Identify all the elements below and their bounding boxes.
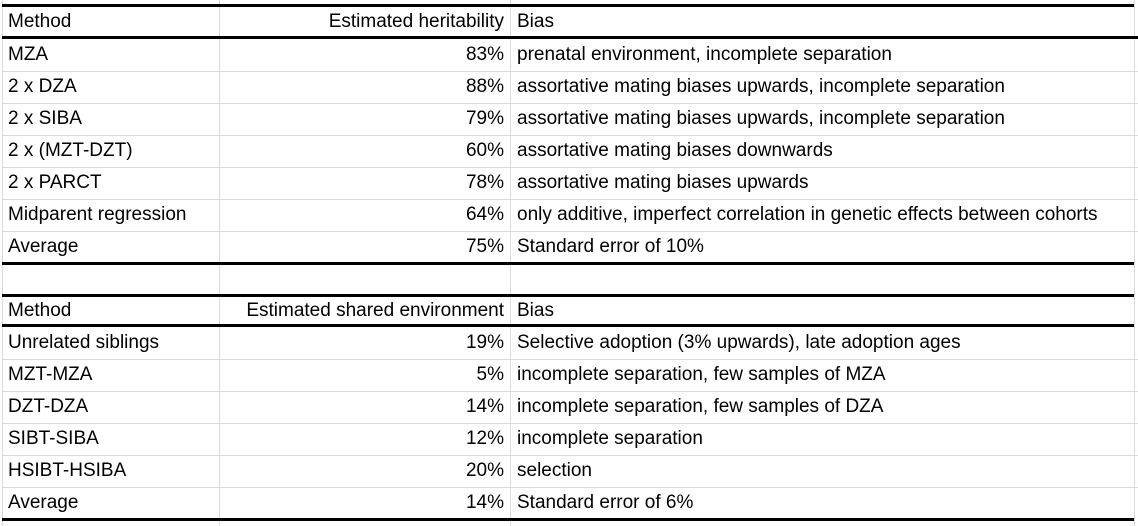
method-header-cell[interactable]: Method [8,300,72,321]
gridline-horizontal [2,135,1138,136]
gridline-vertical [1134,0,1135,526]
heritability-row: 2 x DZA 88% assortative mating biases up… [0,71,1138,103]
heritability-value-cell[interactable]: 83% [465,44,504,65]
method-cell[interactable]: MZA [8,44,49,65]
shared-env-row: Unrelated siblings 19% Selective adoptio… [0,327,1138,359]
shared-env-row: MZT-MZA 5% incomplete separation, few sa… [0,359,1138,391]
heritability-value-header-cell[interactable]: Estimated heritability [328,11,504,32]
table1-bottom-border [2,262,1134,265]
shared-env-row: HSIBT-HSIBA 20% selection [0,455,1138,487]
gridline-horizontal [2,391,1138,392]
shared-env-average-row: Average 14% Standard error of 6% [0,487,1138,518]
bias-cell[interactable]: assortative mating biases upwards, incom… [517,108,1005,129]
table2-bottom-border [2,518,1134,521]
gridline-horizontal [2,71,1138,72]
method-cell[interactable]: Average [8,492,79,513]
shared-env-value-cell[interactable]: 5% [476,364,504,385]
heritability-value-cell[interactable]: 78% [465,172,504,193]
heritability-row: MZA 83% prenatal environment, incomplete… [0,39,1138,71]
gridline-horizontal [2,455,1138,456]
table1-header-border [2,36,1138,39]
shared-env-value-cell[interactable]: 14% [465,396,504,417]
gridline-horizontal [2,103,1138,104]
heritability-row: 2 x (MZT-DZT) 60% assortative mating bia… [0,135,1138,167]
method-cell[interactable]: 2 x SIBA [8,108,82,129]
shared-env-value-header-cell[interactable]: Estimated shared environment [246,300,504,321]
heritability-value-cell[interactable]: 79% [465,108,504,129]
bias-cell[interactable]: Standard error of 10% [517,236,704,257]
shared-env-value-cell[interactable]: 19% [465,332,504,353]
method-cell[interactable]: 2 x (MZT-DZT) [8,140,133,161]
shared-env-value-cell[interactable]: 20% [465,460,504,481]
method-cell[interactable]: Midparent regression [8,204,187,225]
bias-cell[interactable]: only additive, imperfect correlation in … [517,204,1098,225]
method-cell[interactable]: HSIBT-HSIBA [8,460,127,481]
heritability-header-row: Method Estimated heritability Bias [0,7,1138,36]
gridline-horizontal [2,359,1138,360]
heritability-value-cell[interactable]: 88% [465,76,504,97]
gridline-horizontal [2,199,1138,200]
gridline-horizontal [2,231,1138,232]
heritability-row: 2 x SIBA 79% assortative mating biases u… [0,103,1138,135]
method-cell[interactable]: Average [8,236,79,257]
gridline-horizontal [2,487,1138,488]
method-cell[interactable]: 2 x DZA [8,76,77,97]
shared-env-row: DZT-DZA 14% incomplete separation, few s… [0,391,1138,423]
bias-header-cell[interactable]: Bias [517,11,554,32]
bias-cell[interactable]: assortative mating biases downwards [517,140,833,161]
method-cell[interactable]: DZT-DZA [8,396,89,417]
gridline-horizontal [2,423,1138,424]
bias-cell[interactable]: incomplete separation, few samples of DZ… [517,396,884,417]
table1-top-border [2,4,1134,7]
method-cell[interactable]: SIBT-SIBA [8,428,99,449]
heritability-average-row: Average 75% Standard error of 10% [0,231,1138,262]
shared-env-value-cell[interactable]: 12% [465,428,504,449]
bias-cell[interactable]: Standard error of 6% [517,492,694,513]
method-cell[interactable]: MZT-MZA [8,364,93,385]
shared-env-header-row: Method Estimated shared environment Bias [0,297,1138,324]
shared-env-row: SIBT-SIBA 12% incomplete separation [0,423,1138,455]
bias-header-cell[interactable]: Bias [517,300,554,321]
method-cell[interactable]: 2 x PARCT [8,172,102,193]
heritability-value-cell[interactable]: 64% [465,204,504,225]
bias-cell[interactable]: Selective adoption (3% upwards), late ad… [517,332,961,353]
heritability-value-cell[interactable]: 75% [465,236,504,257]
bias-cell[interactable]: incomplete separation, few samples of MZ… [517,364,886,385]
table2-top-border [2,294,1134,297]
heritability-row: 2 x PARCT 78% assortative mating biases … [0,167,1138,199]
table2-header-border [2,324,1134,327]
method-cell[interactable]: Unrelated siblings [8,332,160,353]
bias-cell[interactable]: assortative mating biases upwards [517,172,809,193]
bias-cell[interactable]: assortative mating biases upwards, incom… [517,76,1005,97]
heritability-value-cell[interactable]: 60% [465,140,504,161]
shared-env-value-cell[interactable]: 14% [465,492,504,513]
method-header-cell[interactable]: Method [8,11,72,32]
gridline-horizontal [2,167,1138,168]
bias-cell[interactable]: incomplete separation [517,428,703,449]
empty-row[interactable] [0,265,1138,294]
bias-cell[interactable]: selection [517,460,592,481]
heritability-row: Midparent regression 64% only additive, … [0,199,1138,231]
bias-cell[interactable]: prenatal environment, incomplete separat… [517,44,892,65]
